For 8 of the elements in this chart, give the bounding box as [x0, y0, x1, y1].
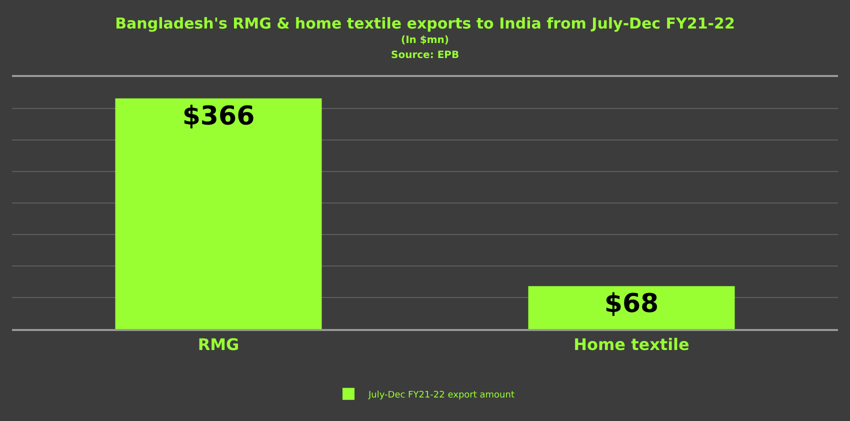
x-tick-label: RMG: [198, 334, 240, 354]
legend-label: July-Dec FY21-22 export amount: [368, 390, 515, 400]
chart-subtitle: (In $mn): [401, 35, 449, 46]
source-note: Source: EPB: [391, 50, 460, 61]
data-label: $68: [604, 289, 659, 320]
chart-title: Bangladesh's RMG & home textile exports to India from July-Dec FY21-22: [115, 14, 735, 33]
data-label: $366: [182, 101, 255, 132]
x-tick-label: Home textile: [574, 334, 690, 354]
